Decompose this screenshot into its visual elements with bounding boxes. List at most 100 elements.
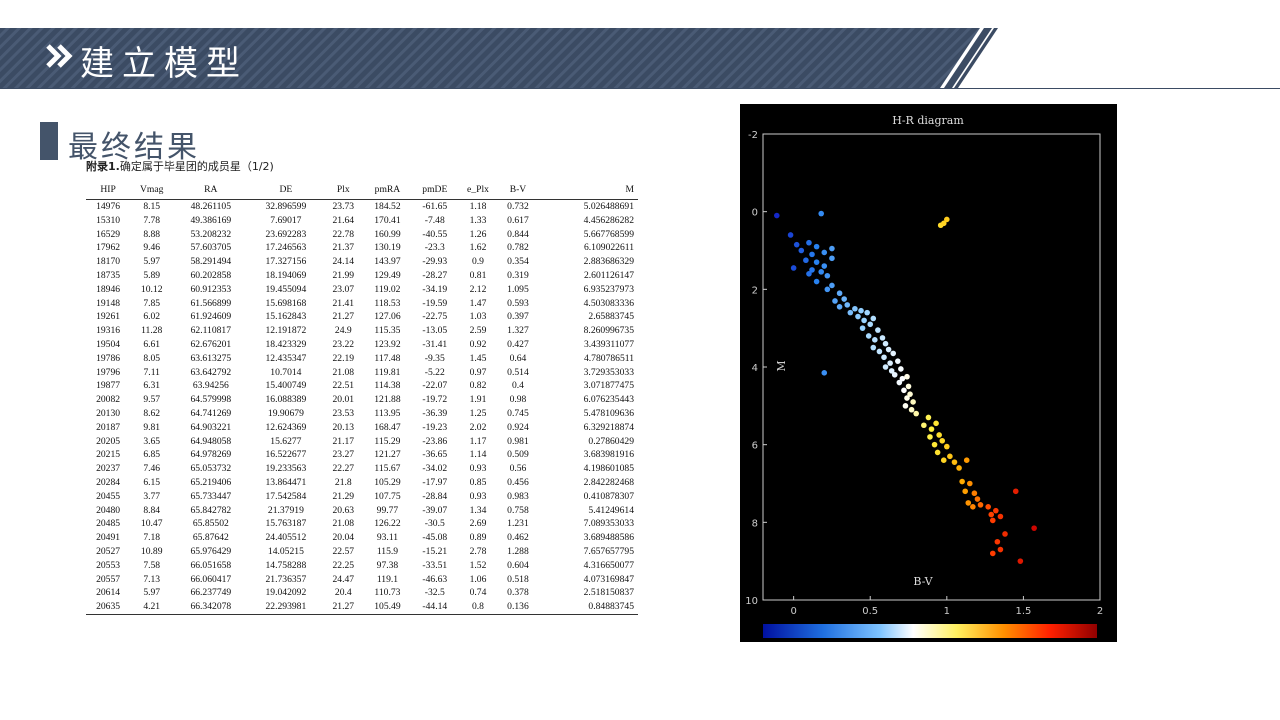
data-point: [821, 249, 828, 256]
data-point: [852, 305, 858, 312]
data-point: [985, 504, 991, 510]
data-point: [901, 387, 907, 394]
data-point: [971, 490, 978, 497]
table-cell: 6.61: [143, 338, 161, 350]
table-cell: 23.73: [332, 201, 355, 212]
table-cell: 7.58: [143, 559, 161, 571]
table-cell: 19796: [96, 366, 121, 378]
table-cell: 11.28: [141, 325, 163, 337]
table-cell: 20237: [96, 463, 121, 475]
data-point: [824, 286, 831, 293]
x-tick-label: 0.5: [862, 606, 878, 617]
table-cell: 117.48: [374, 352, 401, 364]
data-point: [940, 220, 947, 227]
table-cell: 14.758288: [265, 559, 307, 571]
table-cell: 6.85: [143, 449, 161, 461]
table-cell: 0.4: [511, 380, 524, 392]
y-tick-label: 2: [752, 285, 758, 296]
table-cell: 110.73: [374, 587, 401, 599]
table-cell: 57.603705: [190, 242, 232, 254]
table-cell: 0.397: [507, 311, 529, 323]
table-cell: 1.52: [469, 559, 487, 571]
table-cell: 0.64: [509, 352, 527, 364]
data-point: [956, 465, 962, 471]
table-cell: 21.64: [332, 214, 355, 226]
table-cell: -46.63: [422, 573, 448, 585]
table-cell: 170.41: [374, 214, 401, 226]
table-cell: -5.22: [424, 366, 445, 378]
page-title: 建立模型: [80, 44, 248, 84]
data-point: [818, 269, 825, 275]
table-row: 20480 8.84 65.842782 21.37919 20.63 99.77 -39.…: [86, 504, 638, 518]
data-point: [861, 317, 867, 324]
table-cell: 126.22: [374, 518, 401, 530]
table-cell: 12.624369: [265, 421, 307, 433]
table-cell: 0.983: [507, 490, 529, 502]
table-cell: 4.073169847: [583, 573, 634, 585]
table-cell: 2.518150837: [583, 587, 634, 599]
data-point: [1002, 531, 1008, 537]
table-cell: 20.13: [332, 421, 355, 433]
table-cell: 21.99: [332, 269, 355, 281]
data-point: [896, 379, 903, 386]
table-cell: 5.89: [143, 269, 161, 281]
data-point: [829, 245, 835, 252]
section-marker: [40, 122, 58, 160]
table-cell: 7.85: [143, 297, 161, 309]
table-cell: 12.191872: [265, 325, 307, 337]
table-cell: 115.9: [376, 545, 399, 557]
data-point: [798, 247, 805, 254]
table-row: 20205 3.65 64.948058 15.6277 21.17 115.29 -23.…: [86, 435, 638, 449]
table-cell: 1.91: [469, 394, 487, 406]
table-cell: 60.912353: [190, 283, 232, 295]
table-cell: 0.410878307: [583, 490, 634, 502]
table-cell: 7.46: [143, 463, 161, 475]
table-cell: 1.18: [469, 201, 487, 212]
table-cell: 0.518: [507, 573, 529, 585]
table-cell: 7.11: [143, 366, 160, 378]
data-point: [864, 309, 870, 316]
data-point: [882, 340, 889, 347]
table-cell: 4.503083336: [583, 297, 634, 309]
table-cell: 15.698168: [265, 297, 307, 309]
data-point: [959, 478, 965, 485]
data-point: [803, 257, 809, 264]
table-cell: 0.84883745: [537, 600, 638, 615]
data-point: [977, 502, 984, 508]
table-cell: 48.261105: [190, 201, 232, 212]
table-cell: 19786: [96, 352, 121, 364]
caption-text: 确定属于毕星团的成员星（1/2): [119, 160, 274, 173]
table-cell: 119.02: [374, 283, 401, 295]
table-cell: -22.75: [422, 311, 448, 323]
table-cell: 15310: [96, 214, 121, 226]
table-cell: 0.93: [469, 463, 487, 475]
column-header: pmDE: [411, 180, 458, 200]
data-point: [963, 457, 970, 464]
table-cell: 63.94256: [192, 380, 229, 392]
table-cell: -36.65: [422, 449, 448, 461]
table-cell: -9.35: [424, 352, 445, 364]
data-point: [989, 517, 996, 524]
table-row: 20553 7.58 66.051658 14.758288 22.25 97.38 -33…: [86, 559, 638, 573]
table-row: 19148 7.85 61.566899 15.698168 21.41 118.53 -1…: [86, 297, 638, 311]
data-point: [939, 437, 946, 444]
table-cell: 8.05: [143, 352, 161, 364]
table-cell: 16.522677: [265, 449, 307, 461]
table-cell: -45.08: [422, 532, 448, 544]
table-cell: 0.74: [469, 587, 487, 599]
data-point: [867, 321, 874, 328]
table-cell: 23.692283: [265, 228, 307, 240]
table-row: 17962 9.46 57.603705 17.246563 21.37 130.19 -2…: [86, 241, 638, 255]
table-cell: 121.27: [374, 449, 401, 461]
table-cell: 66.237749: [190, 587, 232, 599]
data-point: [899, 375, 906, 382]
table-cell: 15.162843: [265, 311, 307, 323]
column-header: Vmag: [130, 180, 174, 200]
table-cell: 2.601126147: [583, 269, 634, 281]
data-point: [813, 243, 820, 250]
table-cell: 0.981: [507, 435, 529, 447]
table-cell: 0.85: [469, 476, 487, 488]
table-cell: 19.455094: [265, 283, 307, 295]
table-row: 18735 5.89 60.202858 18.194069 21.99 129.49 -2…: [86, 269, 638, 283]
table-cell: 0.427: [507, 338, 529, 350]
